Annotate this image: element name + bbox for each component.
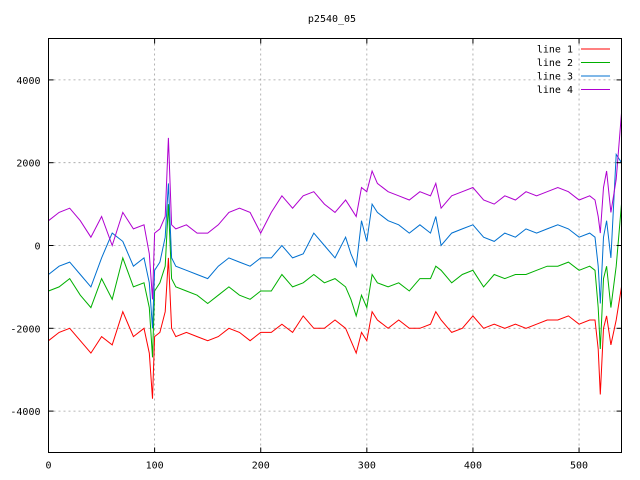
legend-label: line 4: [537, 85, 573, 96]
legend: line 1 line 2 line 3 line 4: [537, 45, 610, 96]
x-tick-label: 200: [252, 461, 270, 472]
legend-label: line 2: [537, 58, 573, 69]
series-line-1: [48, 257, 622, 399]
y-tick-label: 2000: [16, 159, 40, 170]
x-tick-label: 0: [45, 461, 51, 472]
series-line-2: [48, 204, 622, 358]
series-line-4: [48, 112, 622, 300]
y-tick-label: 4000: [16, 76, 40, 87]
x-tick-label: 300: [358, 461, 376, 472]
legend-label: line 1: [537, 45, 573, 56]
y-tick-label: 0: [34, 242, 40, 253]
y-tick-label: -4000: [10, 407, 40, 418]
y-tick-label: -2000: [10, 324, 40, 335]
x-tick-label: 100: [146, 461, 164, 472]
grid: [48, 38, 622, 453]
legend-label: line 3: [537, 72, 573, 83]
axis-ticks: 0 100 200 300 400 500 -4000 -2000 0 2000 4000: [10, 38, 622, 472]
series-lines: [48, 112, 622, 399]
chart-title: p2540_05: [308, 14, 356, 25]
x-tick-label: 400: [464, 461, 482, 472]
x-tick-label: 500: [570, 461, 588, 472]
series-line-3: [48, 152, 622, 329]
